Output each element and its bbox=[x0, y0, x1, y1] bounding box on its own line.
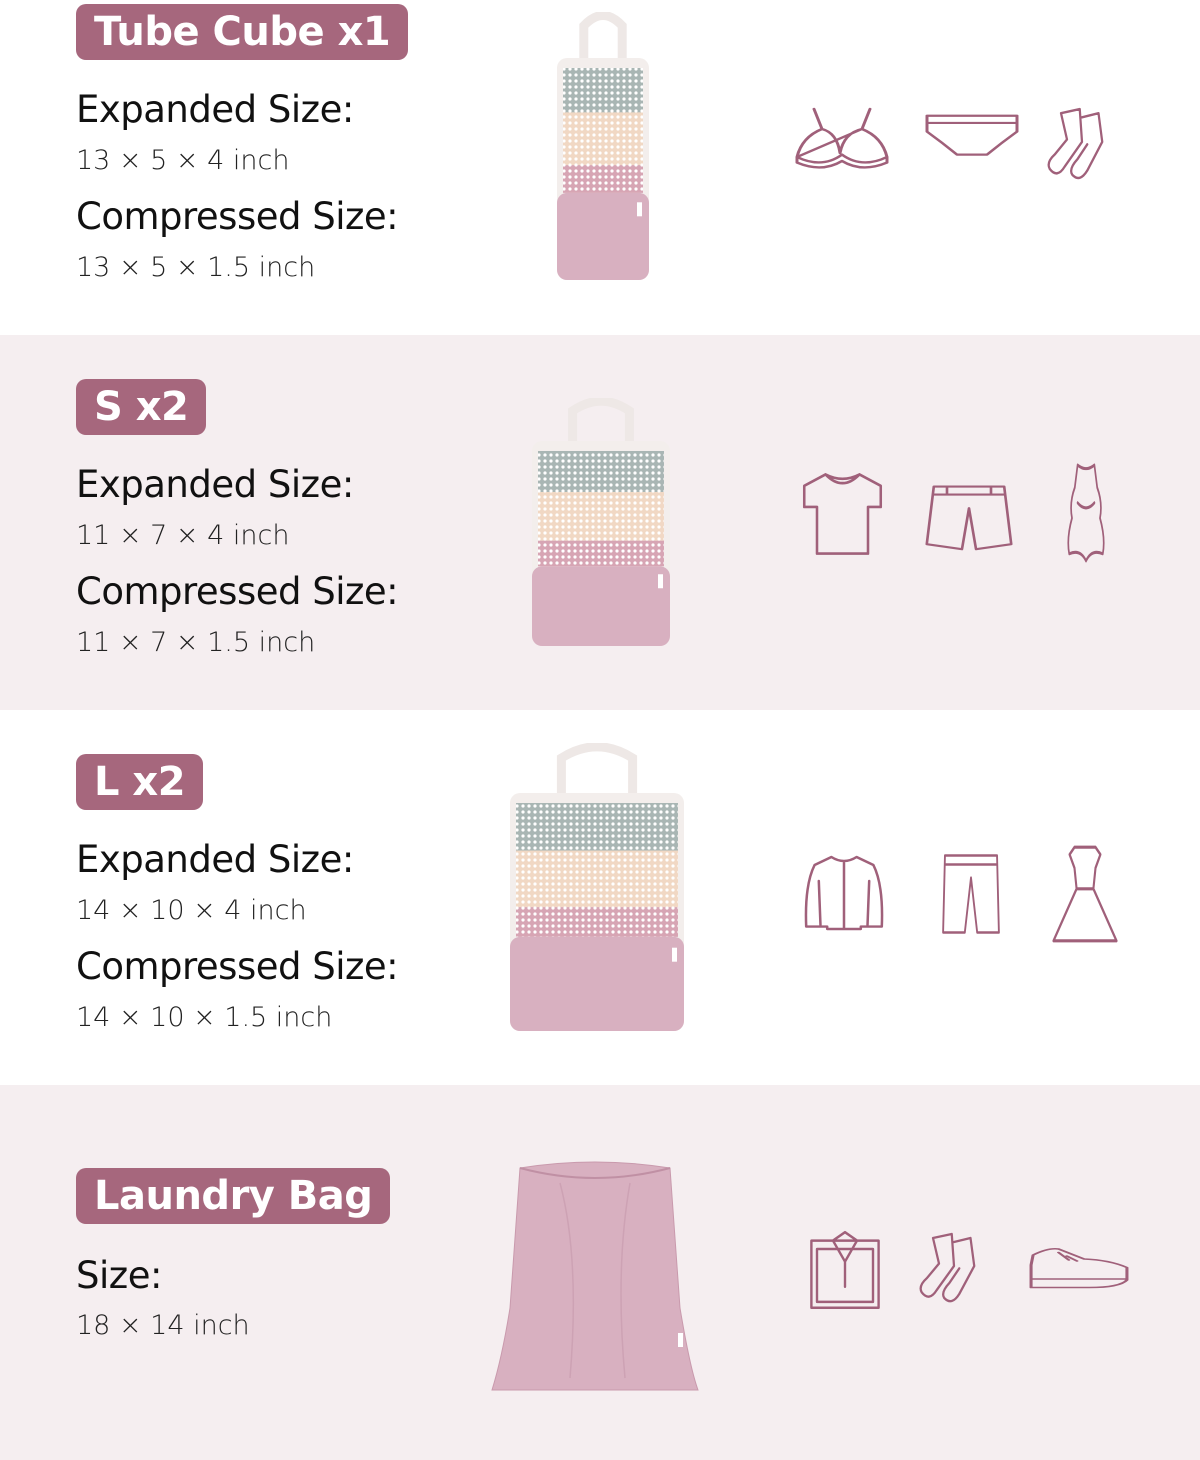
compressed-size-label: Compressed Size: bbox=[76, 570, 399, 613]
size-label: Size: bbox=[76, 1254, 162, 1297]
section-large-cube: L x2 Expanded Size: 14 × 10 × 4 inch Com… bbox=[0, 710, 1200, 1085]
small-cube-image bbox=[530, 396, 672, 650]
shorts-icon bbox=[925, 483, 1013, 555]
product-badge: Laundry Bag bbox=[76, 1168, 391, 1224]
socks-icon bbox=[918, 1230, 993, 1310]
compressed-size-value: 14 × 10 × 1.5 inch bbox=[76, 1002, 333, 1033]
compressed-size-label: Compressed Size: bbox=[76, 945, 399, 988]
compressed-size-value: 13 × 5 × 1.5 inch bbox=[76, 252, 316, 283]
expanded-size-value: 13 × 5 × 4 inch bbox=[76, 145, 290, 176]
compressed-size-value: 11 × 7 × 1.5 inch bbox=[76, 627, 316, 658]
folded-shirt-icon bbox=[805, 1228, 885, 1312]
expanded-size-value: 11 × 7 × 4 inch bbox=[76, 520, 290, 551]
compressed-size-label: Compressed Size: bbox=[76, 195, 399, 238]
expanded-size-value: 14 × 10 × 4 inch bbox=[76, 895, 307, 926]
section-tube-cube: Tube Cube x1 Expanded Size: 13 × 5 × 4 i… bbox=[0, 0, 1200, 335]
sneaker-icon bbox=[1028, 1245, 1130, 1295]
tube-cube-image bbox=[555, 10, 651, 284]
dress-icon bbox=[1050, 842, 1120, 946]
size-value: 18 × 14 inch bbox=[76, 1310, 250, 1341]
section-laundry-bag: Laundry Bag Size: 18 × 14 inch bbox=[0, 1085, 1200, 1460]
socks-icon bbox=[1046, 105, 1121, 187]
jacket-icon bbox=[802, 853, 886, 933]
product-badge: Tube Cube x1 bbox=[76, 4, 409, 60]
expanded-size-label: Expanded Size: bbox=[76, 838, 354, 881]
product-badge: L x2 bbox=[76, 754, 204, 810]
bra-icon bbox=[792, 105, 892, 185]
laundry-bag-image bbox=[490, 1158, 700, 1394]
section-small-cube: S x2 Expanded Size: 11 × 7 × 4 inch Comp… bbox=[0, 335, 1200, 710]
swimsuit-icon bbox=[1058, 462, 1114, 564]
underwear-icon bbox=[922, 110, 1022, 182]
large-cube-image bbox=[508, 742, 686, 1035]
product-badge: S x2 bbox=[76, 379, 207, 435]
expanded-size-label: Expanded Size: bbox=[76, 463, 354, 506]
expanded-size-label: Expanded Size: bbox=[76, 88, 354, 131]
tshirt-icon bbox=[800, 470, 885, 558]
pants-icon bbox=[940, 853, 1002, 935]
